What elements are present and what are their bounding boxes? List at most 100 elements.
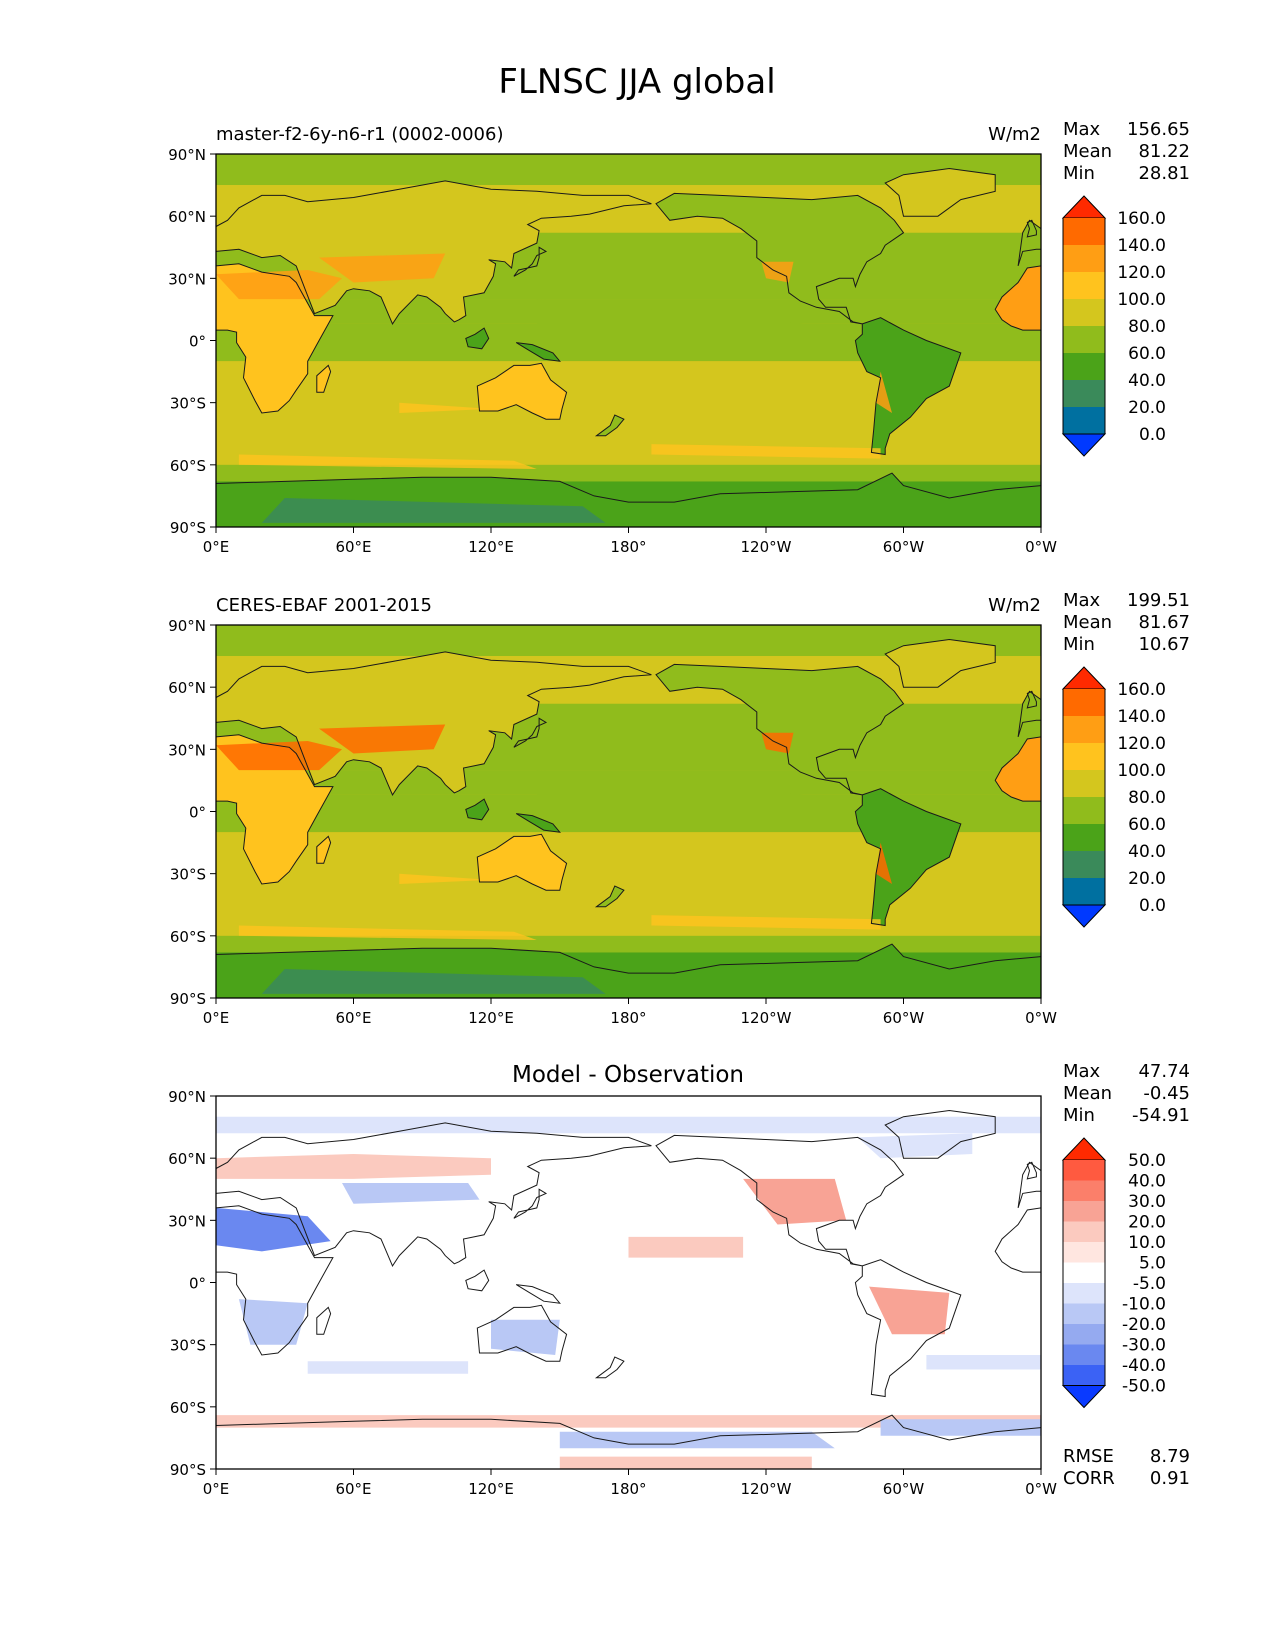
map-field (216, 625, 1041, 998)
coastline (316, 364, 332, 393)
lon-tick-label: 120°E (468, 1009, 514, 1027)
map-field (216, 154, 1041, 527)
figure-title: FLNSC JJA global (498, 62, 775, 102)
colorbar-segment (1063, 1283, 1105, 1304)
coastline (1026, 219, 1037, 238)
lat-tick-label: 30°S (170, 866, 206, 884)
coastline (515, 813, 561, 833)
coastline (316, 835, 332, 864)
colorbar-label: 120.0 (1117, 263, 1166, 283)
land-fill (465, 328, 489, 349)
colorbar-segment (1063, 689, 1105, 717)
coastline (1017, 219, 1041, 267)
coastline (513, 246, 548, 277)
coastline (465, 1269, 490, 1292)
coastline (854, 788, 962, 927)
stat-min-label: Min (1063, 163, 1095, 184)
coastline (594, 1356, 625, 1379)
colorbar-segment (1063, 1324, 1105, 1345)
warm-streak (399, 402, 491, 413)
colorbar-segment (1063, 407, 1105, 435)
land-fill (656, 664, 904, 795)
lon-tick-label: 60°E (335, 1009, 371, 1027)
coastline (884, 1109, 996, 1159)
anomaly-patch (857, 1133, 973, 1159)
colorbar-label: 20.0 (1128, 1213, 1166, 1233)
lon-tick-label: 180° (610, 1009, 646, 1027)
land-fill (465, 799, 489, 820)
coastline (515, 342, 561, 362)
lat-tick-label: 90°N (168, 146, 206, 164)
land-fill (316, 365, 331, 393)
colorbar-segment (1063, 1242, 1105, 1263)
colorbar-label: -40.0 (1122, 1356, 1166, 1376)
anomaly-patch (491, 1319, 560, 1355)
stat-mean-value: 81.67 (1138, 612, 1190, 633)
lon-tick-label: 0°W (1025, 1480, 1057, 1498)
colorbar-extend-bottom (1061, 904, 1107, 928)
panel-left-title: CERES-EBAF 2001-2015 (216, 595, 432, 616)
stat-max-label: Max (1063, 590, 1101, 611)
panel-observation: CERES-EBAF 2001-2015 W/m2 90°N 60°N 30°N 0°… (168, 590, 1190, 1027)
colorbar-segment (1063, 299, 1105, 327)
colorbar-label: 140.0 (1117, 707, 1166, 727)
coastline (884, 638, 996, 688)
colorbar-segment (1063, 1201, 1105, 1222)
lat-tick-label: 60°N (168, 208, 206, 226)
colorbar: 50.040.030.020.010.05.0-5.0-10.0-20.0-30… (1061, 1137, 1166, 1409)
coastline (216, 734, 334, 885)
coastline (655, 1134, 905, 1267)
land-fill (1027, 220, 1037, 237)
land-fill (885, 168, 996, 217)
stat-min-label: Min (1063, 634, 1095, 655)
coastline (216, 1205, 334, 1356)
coastline (1026, 1161, 1037, 1180)
lon-tick-label: 0°E (203, 538, 230, 556)
colorbar-label: 5.0 (1139, 1254, 1166, 1274)
lon-tick-label: 120°E (468, 1480, 514, 1498)
lon-tick-label: 0°W (1025, 538, 1057, 556)
map-plot-area: 90°N 60°N 30°N 0° 30°S 60°S 90°S0°E 60°E 120°E 18… (168, 1088, 1057, 1498)
coastline (1026, 690, 1037, 709)
warm-streak (399, 873, 491, 884)
panel-difference: Model - Observation 90°N 60°N 30°N 0° 30°S 60… (168, 1061, 1190, 1498)
colorbar-segment (1063, 1180, 1105, 1202)
anomaly-patch (307, 1361, 469, 1374)
lat-tick-label: 90°N (168, 617, 206, 635)
rmse-value: 8.79 (1150, 1446, 1190, 1467)
anomaly-patch (559, 1456, 812, 1469)
land-fill (885, 639, 996, 688)
corr-value: 0.91 (1150, 1468, 1190, 1489)
anomaly-patch (238, 1299, 308, 1345)
stat-mean-label: Mean (1063, 1083, 1112, 1104)
colorbar-label: -5.0 (1133, 1274, 1166, 1294)
lat-tick-label: 90°N (168, 1088, 206, 1106)
coastline (476, 1304, 568, 1362)
lat-tick-label: 90°S (170, 990, 206, 1008)
colorbar-extend-top (1061, 666, 1107, 690)
coastline (465, 798, 490, 821)
land-fill (216, 263, 333, 413)
lon-tick-label: 60°E (335, 1480, 371, 1498)
stat-mean-label: Mean (1063, 612, 1112, 633)
colorbar-label: 120.0 (1117, 734, 1166, 754)
lat-tick-label: 90°S (170, 519, 206, 537)
colorbar-extend-top (1061, 195, 1107, 219)
colorbar-label: 140.0 (1117, 236, 1166, 256)
land-fill (516, 813, 560, 833)
colorbar-segment (1063, 380, 1105, 408)
colorbar-label: 60.0 (1128, 815, 1166, 835)
coastline (216, 263, 334, 414)
colorbar-segment (1063, 1160, 1105, 1181)
land-fill (477, 834, 567, 891)
colorbar-segment (1063, 1262, 1105, 1284)
colorbar-extend-top (1061, 1137, 1107, 1161)
colorbar-segment (1063, 851, 1105, 879)
colorbar-label: 100.0 (1117, 290, 1166, 310)
colorbar-extend-bottom (1061, 1385, 1107, 1409)
colorbar-label: 80.0 (1128, 317, 1166, 337)
colorbar-label: 60.0 (1128, 344, 1166, 364)
lon-tick-label: 120°E (468, 538, 514, 556)
hot-spot (319, 724, 446, 754)
hot-spot (216, 741, 342, 771)
